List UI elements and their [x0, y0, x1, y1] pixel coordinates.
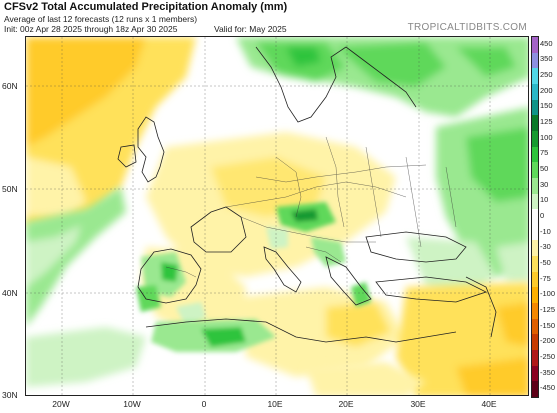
colorbar-label: 450 — [540, 38, 553, 48]
colorbar-cell — [532, 303, 538, 320]
colorbar-label: -30 — [540, 242, 551, 252]
colorbar-cell — [532, 224, 538, 241]
colorbar-label: 150 — [540, 101, 553, 111]
lat-label-50n: 50N — [2, 184, 18, 194]
colorbar-label: 10 — [540, 195, 549, 205]
colorbar-label: -125 — [540, 304, 556, 314]
country-borders — [165, 136, 457, 278]
dry-anomaly-atlantic — [26, 37, 196, 227]
subtitle-valid: Valid for: May 2025 — [214, 24, 287, 34]
subtitle-runs: Average of last 12 forecasts (12 runs x … — [4, 14, 198, 24]
colorbar-label: -10 — [540, 226, 551, 236]
colorbar-cell — [532, 162, 538, 179]
colorbar-cell — [532, 334, 538, 351]
colorbar-cell — [532, 381, 538, 398]
colorbar-label: -200 — [540, 336, 556, 346]
lon-label-20e: 20E — [338, 399, 354, 409]
lon-label-0: 0 — [201, 399, 207, 409]
lon-label-10w: 10W — [123, 399, 141, 409]
colorbar-cell — [532, 130, 538, 148]
brand-watermark: TROPICALTIDBITS.COM — [407, 22, 527, 33]
colorbar-label: -50 — [540, 257, 551, 267]
lon-label-20w: 20W — [52, 399, 70, 409]
wet-anomaly-south — [26, 327, 426, 395]
colorbar-cell — [532, 350, 538, 367]
colorbar-label: -150 — [540, 320, 556, 330]
lat-label-30n: 30N — [2, 390, 18, 400]
colorbar-label: -250 — [540, 351, 556, 361]
colorbar-cell — [532, 287, 538, 304]
colorbar-cell — [532, 99, 538, 116]
colorbar-label: -75 — [540, 273, 551, 283]
colorbar-cell — [532, 37, 538, 54]
wet-anomaly-alps — [266, 202, 371, 307]
colorbar-label: 75 — [540, 148, 549, 158]
anomaly-map — [26, 37, 528, 395]
colorbar-label: 50 — [540, 164, 549, 174]
colorbar-label: 30 — [540, 179, 549, 189]
colorbar-label: 200 — [540, 85, 553, 95]
lon-label-40e: 40E — [481, 399, 497, 409]
wet-anomaly-atlantic — [26, 187, 126, 327]
lon-label-30e: 30E — [410, 399, 426, 409]
colorbar-label: 125 — [540, 117, 553, 127]
colorbar-label: -100 — [540, 289, 556, 299]
wet-anomaly-north-africa — [151, 319, 276, 352]
header: CFSv2 Total Accumulated Precipitation An… — [0, 0, 557, 38]
colorbar-cell — [532, 177, 538, 194]
colorbar-cell — [532, 68, 538, 85]
colorbar-cell — [532, 52, 538, 69]
wet-anomaly-iberia — [136, 252, 206, 327]
colorbar-cell — [532, 193, 538, 210]
colorbar — [531, 36, 539, 398]
colorbar-cell — [532, 209, 538, 226]
chart-title: CFSv2 Total Accumulated Precipitation An… — [4, 1, 288, 13]
coastlines — [117, 46, 497, 343]
colorbar-label: 350 — [540, 54, 553, 64]
wet-anomaly-east — [406, 107, 528, 297]
colorbar-cell — [532, 146, 538, 163]
colorbar-label: 0 — [540, 211, 545, 220]
colorbar-cell — [532, 115, 538, 132]
colorbar-cell — [532, 318, 538, 335]
colorbar-label: 100 — [540, 132, 553, 142]
lat-label-60n: 60N — [2, 81, 18, 91]
colorbar-label: -350 — [540, 367, 556, 377]
subtitle-init: Init: 00z Apr 28 2025 through 18z Apr 30… — [4, 24, 178, 34]
colorbar-label: 250 — [540, 70, 553, 80]
lon-label-10e: 10E — [267, 399, 283, 409]
colorbar-cell — [532, 271, 538, 288]
colorbar-cell — [532, 83, 538, 101]
colorbar-cell — [532, 365, 538, 382]
colorbar-cell — [532, 240, 538, 257]
lat-label-40n: 40N — [2, 288, 18, 298]
graticule — [26, 37, 528, 395]
map-panel — [25, 36, 529, 396]
colorbar-label: -450 — [540, 383, 556, 393]
colorbar-cell — [532, 256, 538, 273]
wet-anomaly-scandinavia — [236, 37, 528, 117]
